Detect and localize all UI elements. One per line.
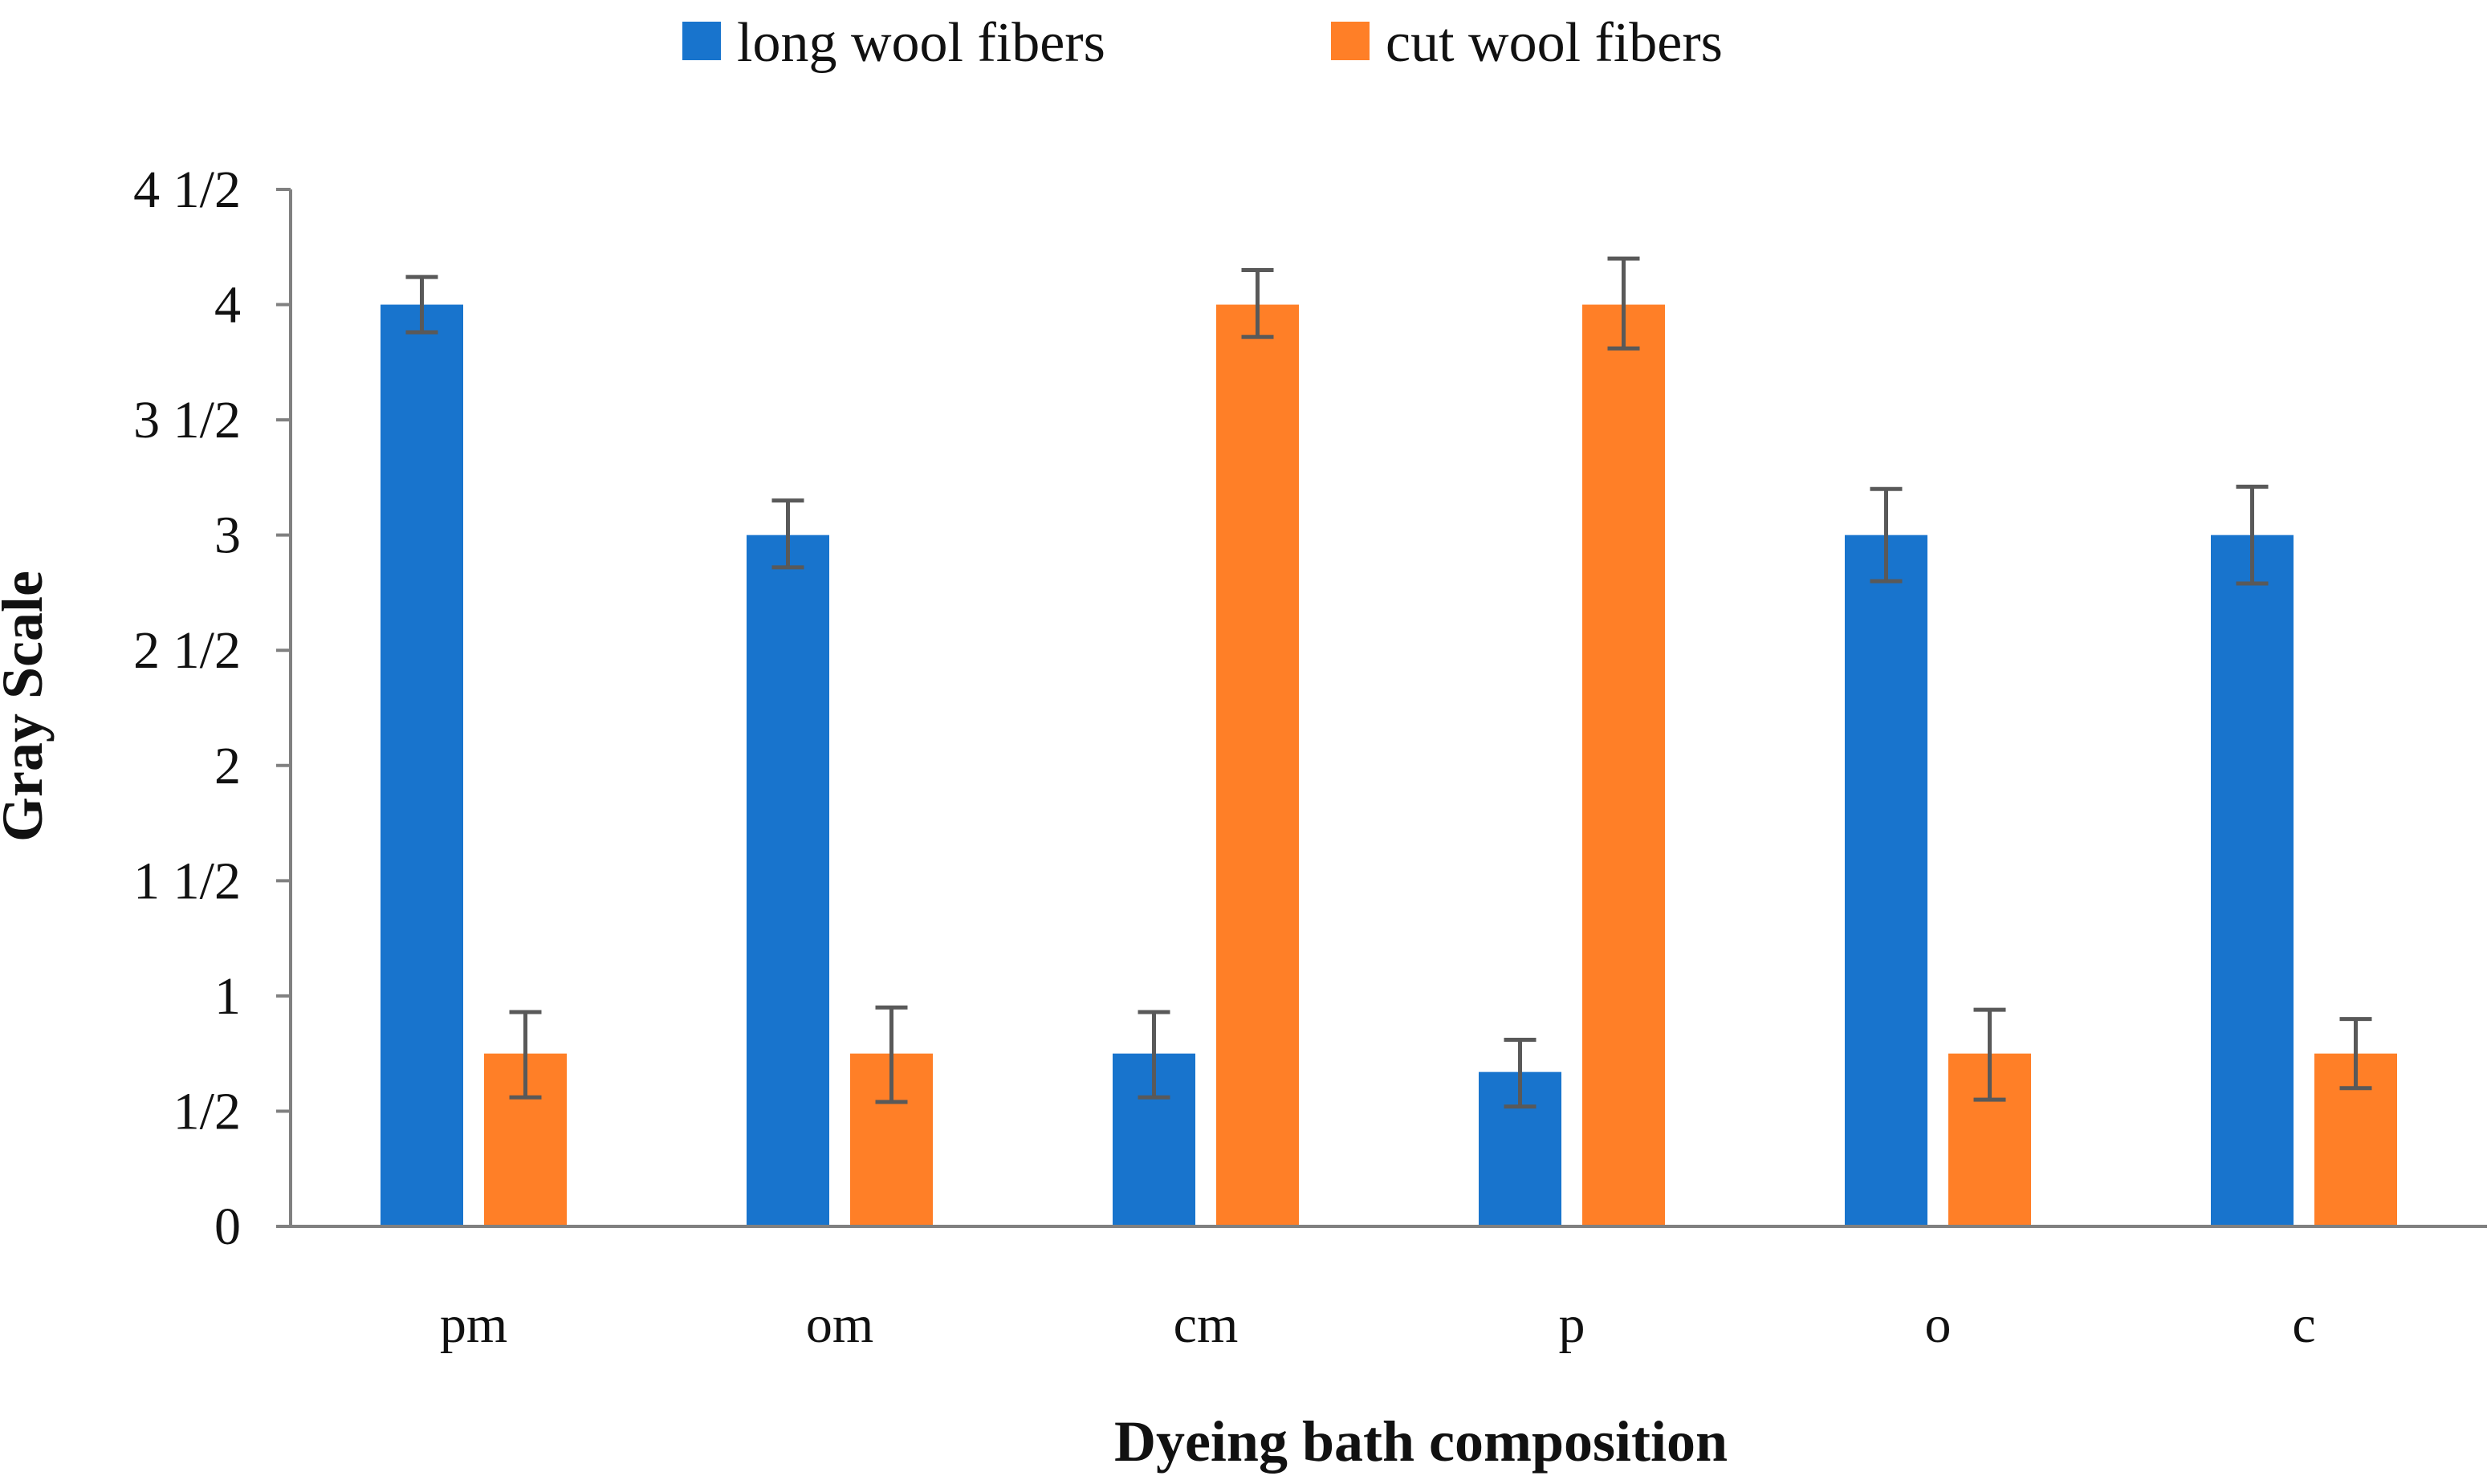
y-tick-label: 1/2 [173,1082,241,1140]
y-axis-title: Gray Scale [0,571,55,842]
y-tick-label: 4 [214,276,241,335]
x-axis-title: Dyeing bath composition [1114,1409,1728,1474]
legend-swatch-long-wool-fibers [682,22,721,60]
legend-label: cut wool fibers [1386,12,1723,74]
x-category-label: om [806,1295,873,1354]
legend: long wool fibers cut wool fibers [682,12,1723,74]
bar-cut-wool-fibers-cm [1216,304,1299,1226]
bar-long-wool-fibers-pm [381,304,463,1226]
error-bars [405,256,2372,1109]
x-category-label: c [2292,1295,2315,1354]
legend-label: long wool fibers [737,12,1105,74]
y-tick-label: 2 1/2 [133,621,241,680]
bars [381,304,2397,1226]
y-tick-label: 0 [214,1197,241,1256]
x-category-label: o [1925,1295,1952,1354]
y-tick-label: 1 1/2 [133,852,241,910]
x-category-label: cm [1174,1295,1239,1354]
y-tick-label: 2 [214,737,241,795]
legend-swatch-cut-wool-fibers [1331,22,1370,60]
y-tick-label: 1 [214,967,241,1026]
y-axis: 0 1/2 1 1 1/2 2 2 1/2 3 3 1/2 4 4 1/2 [133,161,292,1256]
bar-long-wool-fibers-c [2211,535,2294,1226]
x-axis: pm om cm p o c [291,1225,2487,1354]
bar-long-wool-fibers-om [747,535,829,1226]
bar-long-wool-fibers-o [1845,535,1927,1226]
y-tick-label: 3 1/2 [133,391,241,449]
x-category-label: pm [440,1295,507,1354]
x-category-label: p [1559,1295,1585,1354]
y-tick-label: 3 [214,506,241,565]
bar-cut-wool-fibers-p [1582,304,1665,1226]
y-tick-label: 4 1/2 [133,161,241,219]
